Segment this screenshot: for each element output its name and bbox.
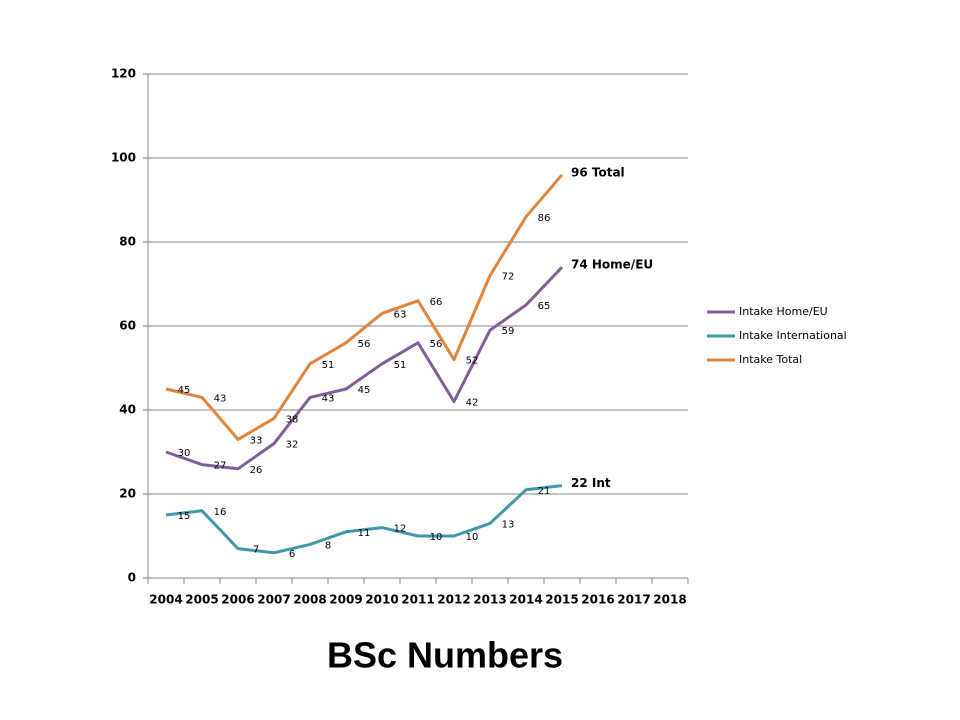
chart-title: BSc Numbers xyxy=(327,635,563,676)
x-tick-label: 2006 xyxy=(221,593,254,607)
x-tick-label: 2015 xyxy=(545,593,578,607)
data-label: 51 xyxy=(394,360,407,371)
data-label: 11 xyxy=(358,528,371,539)
data-label: 12 xyxy=(394,524,407,535)
end-label: 74 Home/EU xyxy=(571,258,653,272)
data-label: 15 xyxy=(178,511,191,522)
x-tick-label: 2012 xyxy=(437,593,470,607)
legend-label: Intake Home/EU xyxy=(739,305,828,318)
x-tick-label: 2005 xyxy=(185,593,218,607)
data-label: 56 xyxy=(358,339,371,350)
y-tick-label: 20 xyxy=(119,487,136,501)
data-label: 45 xyxy=(178,385,191,396)
x-tick-label: 2011 xyxy=(401,593,434,607)
data-label: 72 xyxy=(502,272,515,283)
y-tick-label: 40 xyxy=(119,403,136,417)
line-series xyxy=(165,484,563,555)
data-label: 8 xyxy=(325,540,331,551)
data-label: 66 xyxy=(430,297,443,308)
line-series xyxy=(165,266,564,471)
legend-label: Intake International xyxy=(739,329,847,342)
x-tick-label: 2018 xyxy=(653,593,686,607)
y-tick-label: 80 xyxy=(119,235,136,249)
data-label: 32 xyxy=(286,440,299,451)
data-label: 7 xyxy=(253,545,259,556)
data-label: 13 xyxy=(502,519,515,530)
line-series xyxy=(165,173,564,441)
y-tick-label: 60 xyxy=(119,319,136,333)
data-label: 45 xyxy=(358,385,371,396)
data-label: 65 xyxy=(538,301,551,312)
x-tick-label: 2007 xyxy=(257,593,290,607)
end-label: 22 Int xyxy=(571,476,611,490)
y-tick-label: 0 xyxy=(128,571,136,585)
data-label: 86 xyxy=(538,213,551,224)
end-label: 96 Total xyxy=(571,165,625,179)
x-tick-label: 2008 xyxy=(293,593,326,607)
data-label: 51 xyxy=(322,360,335,371)
data-label: 42 xyxy=(466,398,479,409)
data-label: 10 xyxy=(430,532,443,543)
x-tick-label: 2017 xyxy=(617,593,650,607)
x-tick-label: 2013 xyxy=(473,593,506,607)
data-label: 52 xyxy=(466,356,479,367)
x-tick-label: 2009 xyxy=(329,593,362,607)
data-label: 38 xyxy=(286,414,299,425)
x-tick-label: 2016 xyxy=(581,593,614,607)
y-tick-label: 120 xyxy=(111,67,136,81)
data-label: 10 xyxy=(466,532,479,543)
y-tick-label: 100 xyxy=(111,151,136,165)
data-label: 59 xyxy=(502,326,515,337)
data-label: 21 xyxy=(538,486,551,497)
data-label: 63 xyxy=(394,309,407,320)
data-label: 27 xyxy=(214,461,227,472)
data-label: 16 xyxy=(214,507,227,518)
x-tick-label: 2014 xyxy=(509,593,542,607)
data-label: 56 xyxy=(430,339,443,350)
x-tick-label: 2010 xyxy=(365,593,398,607)
legend-label: Intake Total xyxy=(739,353,802,366)
data-label: 33 xyxy=(250,435,263,446)
data-label: 26 xyxy=(250,465,263,476)
x-tick-label: 2004 xyxy=(149,593,182,607)
data-label: 30 xyxy=(178,448,191,459)
data-label: 43 xyxy=(214,393,227,404)
data-label: 43 xyxy=(322,393,335,404)
data-label: 6 xyxy=(289,549,295,560)
